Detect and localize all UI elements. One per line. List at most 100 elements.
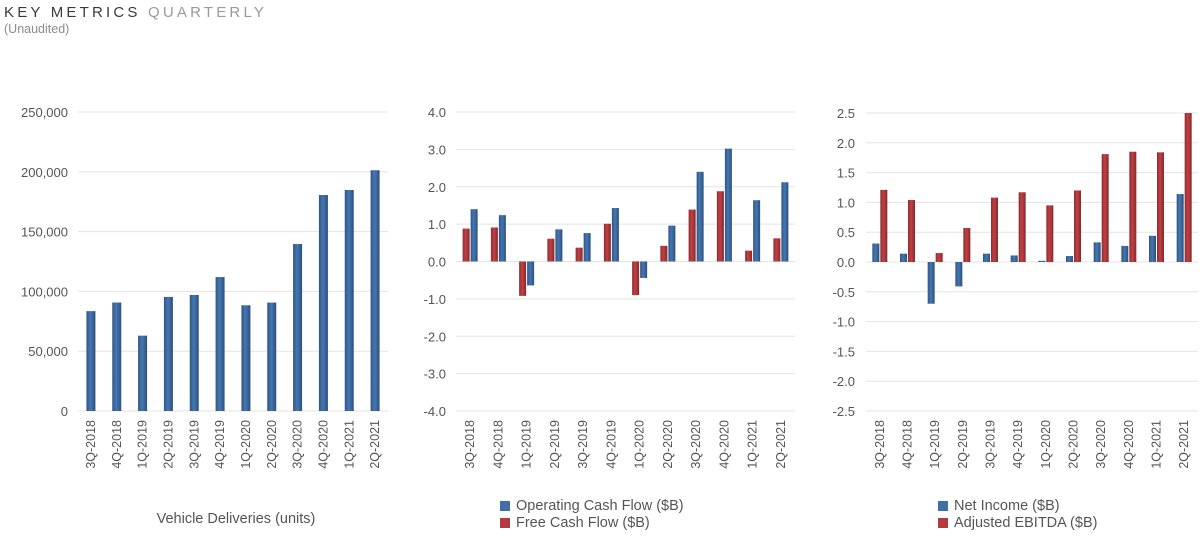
chart-2: -4.0 -3.0 -2.0 -1.0 0.0 1.0 2.0 3.0 4.0 3Q-2018 4Q… — [424, 105, 795, 531]
x-axis-title: Vehicle Deliveries (units) — [157, 511, 316, 527]
bar-series1 — [1149, 235, 1156, 262]
x-tick-label: 3Q-2020 — [1094, 420, 1108, 469]
y-tick-label: 2.0 — [837, 136, 855, 151]
bar-deliveries — [215, 277, 225, 411]
bar-series2 — [575, 247, 583, 262]
bar-series2 — [1157, 152, 1164, 262]
x-tick-label: 2Q-2020 — [265, 420, 279, 469]
x-tick-label: 3Q-2019 — [576, 420, 590, 469]
y-tick-label: 0.0 — [837, 255, 855, 270]
x-tick-label: 2Q-2019 — [956, 420, 970, 469]
bar-series2 — [1184, 113, 1192, 262]
bar-series2 — [490, 227, 498, 262]
bar-series2 — [773, 238, 781, 262]
y-tick-label: 2.5 — [837, 106, 855, 121]
y-tick-label: 3.0 — [428, 142, 446, 157]
y-tick-label: 0.5 — [837, 225, 855, 240]
y-tick-label: -0.5 — [833, 285, 855, 300]
legend-label: Adjusted EBITDA ($B) — [954, 515, 1097, 531]
bar-series2 — [1018, 192, 1026, 262]
x-tick-label: 3Q-2018 — [84, 420, 98, 469]
legend-swatch — [500, 501, 510, 511]
bar-series2 — [745, 250, 753, 262]
bar-series1 — [470, 209, 478, 262]
x-tick-label: 1Q-2020 — [1039, 420, 1053, 469]
bar-series1 — [1038, 260, 1046, 262]
x-tick-label: 1Q-2019 — [928, 420, 942, 469]
bar-series1 — [498, 215, 506, 262]
bar-series1 — [527, 261, 535, 286]
bar-series2 — [519, 261, 527, 296]
bar-deliveries — [267, 302, 277, 411]
x-tick-label: 2Q-2020 — [1067, 420, 1081, 469]
x-tick-label: 2Q-2019 — [548, 420, 562, 469]
x-tick-label: 2Q-2021 — [774, 420, 788, 469]
bar-deliveries — [344, 189, 354, 411]
y-tick-label: 1.0 — [428, 217, 446, 232]
bar-series2 — [603, 223, 611, 262]
legend-label: Operating Cash Flow ($B) — [516, 498, 684, 514]
y-tick-label: 150,000 — [21, 225, 68, 240]
bar-series1 — [872, 243, 880, 262]
bar-series1 — [640, 261, 648, 278]
bar-series2 — [935, 253, 943, 262]
y-tick-label: 1.0 — [837, 195, 855, 210]
y-tick-label: 1.5 — [837, 166, 855, 181]
x-tick-label: 3Q-2020 — [689, 420, 703, 469]
bar-series2 — [1046, 205, 1054, 262]
y-tick-label: 100,000 — [21, 284, 68, 299]
bar-series2 — [462, 228, 470, 262]
x-tick-label: 2Q-2021 — [1177, 420, 1191, 469]
bar-deliveries — [241, 305, 251, 411]
bar-series1 — [753, 200, 761, 262]
bar-series2 — [688, 209, 696, 262]
x-tick-label: 2Q-2021 — [368, 420, 382, 469]
x-tick-label: 1Q-2021 — [1150, 420, 1164, 469]
page-subtitle: (Unaudited) — [4, 22, 70, 36]
y-tick-label: -1.0 — [833, 315, 855, 330]
bar-series2 — [908, 200, 915, 262]
bar-series1 — [955, 262, 963, 287]
bar-series2 — [1129, 151, 1137, 262]
legend-label: Net Income ($B) — [954, 498, 1060, 514]
x-tick-label: 4Q-2018 — [110, 420, 124, 469]
y-tick-label: -1.5 — [833, 344, 855, 359]
bar-series1 — [555, 229, 563, 262]
bar-series1 — [724, 148, 732, 262]
bar-series1 — [696, 171, 704, 262]
bar-deliveries — [138, 335, 148, 411]
x-tick-label: 1Q-2020 — [633, 420, 647, 469]
page-header: KEY METRICS QUARTERLY (Unaudited) — [4, 4, 267, 36]
bar-series1 — [927, 262, 935, 304]
y-tick-label: 0 — [61, 404, 68, 419]
y-tick-label: 0.0 — [428, 255, 446, 270]
bar-series2 — [547, 238, 555, 262]
bar-deliveries — [112, 302, 122, 411]
page-title: KEY METRICS QUARTERLY — [4, 4, 267, 21]
bar-series1 — [1176, 194, 1184, 262]
x-tick-label: 3Q-2019 — [187, 420, 201, 469]
x-tick-label: 1Q-2019 — [136, 420, 150, 469]
x-tick-label: 3Q-2018 — [463, 420, 477, 469]
bar-series1 — [781, 182, 789, 262]
chart-3: -2.5 -2.0 -1.5 -1.0 -0.5 0.0 0.5 1.0 1.5 2.0 2.5 3Q… — [833, 106, 1198, 531]
y-tick-label: -2.0 — [833, 374, 855, 389]
y-tick-label: -2.0 — [424, 329, 446, 344]
chart-1: 0 50,000 100,000 150,000 200,000 250,000 3Q-20… — [21, 105, 388, 527]
x-tick-label: 3Q-2019 — [984, 420, 998, 469]
legend-swatch — [938, 501, 948, 511]
bar-deliveries — [189, 294, 199, 411]
bar-series1 — [1066, 256, 1073, 262]
bar-deliveries — [293, 244, 303, 411]
x-tick-label: 2Q-2019 — [161, 420, 175, 469]
y-tick-label: 4.0 — [428, 105, 446, 120]
y-tick-label: -4.0 — [424, 404, 446, 419]
y-tick-label: 2.0 — [428, 180, 446, 195]
x-tick-label: 1Q-2021 — [746, 420, 760, 469]
bar-series1 — [1010, 255, 1018, 262]
x-tick-label: 4Q-2020 — [1122, 420, 1136, 469]
bar-deliveries — [163, 296, 173, 411]
x-tick-label: 3Q-2020 — [291, 420, 305, 469]
y-tick-label: -1.0 — [424, 292, 446, 307]
